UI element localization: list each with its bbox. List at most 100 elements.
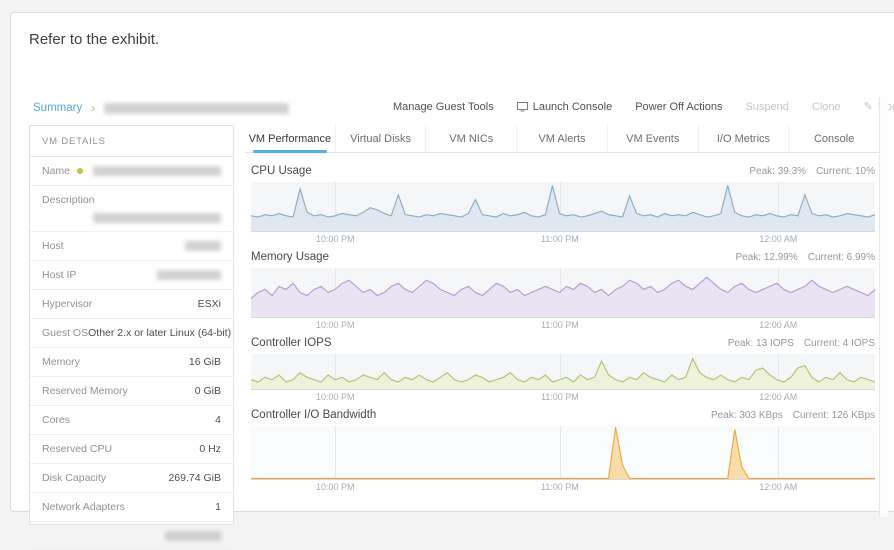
chart-header: Controller IOPS Peak: 13 IOPS Current: 4 I… bbox=[251, 337, 875, 354]
chart-header: Memory Usage Peak: 12.99% Current: 6.99% bbox=[251, 251, 875, 268]
tab-i-o-metrics[interactable]: I/O Metrics bbox=[697, 125, 789, 152]
tab-vm-events[interactable]: VM Events bbox=[606, 125, 698, 152]
toolbar-power-off-actions-button[interactable]: Power Off Actions bbox=[635, 101, 722, 113]
chart-current-value: Current: 4 IOPS bbox=[803, 338, 875, 349]
x-tick-label: 11:00 PM bbox=[540, 392, 579, 402]
tab-vm-nics[interactable]: VM NICs bbox=[425, 125, 516, 152]
chart-header: Controller I/O Bandwidth Peak: 303 KBps Cu… bbox=[251, 409, 875, 426]
chart-gridline bbox=[335, 354, 337, 389]
vm-detail-label: Memory bbox=[42, 356, 80, 368]
chart-gridline bbox=[335, 182, 337, 231]
chart-x-axis: 10:00 PM 11:00 PM 12:00 AM bbox=[251, 233, 875, 245]
vm-detail-label: Description bbox=[42, 194, 95, 206]
vm-detail-label: Reserved Memory bbox=[42, 385, 128, 397]
vm-detail-value-redacted bbox=[157, 270, 221, 280]
vm-detail-row-description: Description bbox=[30, 186, 233, 232]
vm-detail-label: Host bbox=[42, 240, 64, 252]
vm-detail-label: Guest OS bbox=[42, 327, 89, 339]
main-content: VM Performance Virtual Disks VM NICs VM Ale… bbox=[245, 125, 879, 525]
x-tick-label: 10:00 PM bbox=[315, 482, 355, 492]
vm-detail-label: Reserved CPU bbox=[42, 443, 113, 455]
vm-details-panel: VM DETAILS Name Description Host Host IP Hyp… bbox=[29, 125, 234, 550]
chart-stats: Peak: 39.3% Current: 10% bbox=[749, 166, 875, 177]
toolbar-item-label: Manage Guest Tools bbox=[393, 101, 494, 113]
toolbar-clone-button[interactable]: Clone bbox=[812, 101, 841, 113]
vm-details-title: VM DETAILS bbox=[30, 126, 233, 157]
vm-name-redacted bbox=[104, 102, 290, 114]
x-tick-label: 11:00 PM bbox=[540, 234, 579, 244]
chart-gridline bbox=[778, 182, 780, 231]
x-tick-label: 11:00 PM bbox=[540, 320, 579, 330]
chart-x-axis: 10:00 PM 11:00 PM 12:00 AM bbox=[251, 391, 875, 403]
chart-series-svg bbox=[251, 268, 875, 317]
performance-charts: CPU Usage Peak: 39.3% Current: 10% 10:00 PM… bbox=[245, 153, 879, 493]
chart-stats: Peak: 12.99% Current: 6.99% bbox=[735, 252, 875, 263]
toolbar-suspend-button[interactable]: Suspend bbox=[745, 101, 788, 113]
chart-memory-usage: Memory Usage Peak: 12.99% Current: 6.99% 10… bbox=[251, 251, 875, 331]
chart-peak-value: Peak: 13 IOPS bbox=[727, 338, 794, 349]
toolbar-item-label: Suspend bbox=[745, 101, 789, 113]
chart-gridline bbox=[559, 182, 561, 231]
x-tick-label: 12:00 AM bbox=[759, 482, 798, 492]
chart-plot-area bbox=[251, 268, 875, 318]
vm-detail-row-network-adapters: Network Adapters 1 bbox=[30, 493, 233, 522]
x-tick-label: 10:00 PM bbox=[315, 320, 355, 330]
chart-current-value: Current: 6.99% bbox=[807, 252, 875, 263]
chart-series-svg bbox=[251, 354, 875, 389]
vm-detail-row-host: Host bbox=[30, 232, 233, 261]
vm-detail-value-redacted bbox=[93, 213, 221, 223]
x-tick-label: 12:00 AM bbox=[759, 392, 798, 402]
vm-detail-label: Host IP bbox=[42, 269, 77, 281]
x-tick-label: 12:00 AM bbox=[759, 320, 798, 330]
vm-detail-label: Network Adapters bbox=[42, 501, 125, 513]
chart-stats: Peak: 303 KBps Current: 126 KBps bbox=[711, 410, 875, 421]
vm-detail-row-hypervisor: Hypervisor ESXi bbox=[30, 290, 233, 319]
chart-peak-value: Peak: 303 KBps bbox=[711, 410, 783, 421]
tab-virtual-disks[interactable]: Virtual Disks bbox=[334, 125, 426, 152]
chart-peak-value: Peak: 39.3% bbox=[749, 166, 807, 177]
vm-details-rows: Name Description Host Host IP Hypervisor ESXi… bbox=[30, 157, 233, 550]
toolbar-item-label: Clone bbox=[811, 101, 841, 113]
toolbar-manage-guest-tools-button[interactable]: Manage Guest Tools bbox=[393, 101, 494, 113]
chart-stats: Peak: 13 IOPS Current: 4 IOPS bbox=[728, 338, 875, 349]
x-tick-label: 12:00 AM bbox=[759, 234, 798, 244]
toolbar-item-label: Launch Console bbox=[532, 101, 613, 113]
toolbar-launch-console-button[interactable]: Launch Console bbox=[516, 101, 613, 113]
tab-vm-performance[interactable]: VM Performance bbox=[245, 125, 335, 153]
vm-detail-value: 0 GiB bbox=[194, 385, 221, 397]
vm-detail-value: 1 bbox=[215, 501, 221, 513]
vm-detail-value: Other 2.x or later Linux (64-bit) bbox=[88, 327, 232, 339]
vm-detail-row-reserved-memory: Reserved Memory 0 GiB bbox=[30, 377, 233, 406]
chart-series-svg bbox=[251, 182, 875, 231]
chart-current-value: Current: 126 KBps bbox=[792, 410, 875, 421]
chart-title: Memory Usage bbox=[251, 251, 329, 263]
chart-plot-area bbox=[251, 354, 875, 390]
power-status-dot bbox=[77, 168, 84, 174]
chart-title: CPU Usage bbox=[251, 165, 312, 177]
vm-detail-row-reserved-cpu: Reserved CPU 0 Hz bbox=[30, 435, 233, 464]
tab-console[interactable]: Console bbox=[788, 125, 879, 152]
tab-vm-alerts[interactable]: VM Alerts bbox=[516, 125, 607, 152]
chart-title: Controller IOPS bbox=[251, 337, 332, 349]
chart-controller-iops: Controller IOPS Peak: 13 IOPS Current: 4 I… bbox=[251, 337, 875, 403]
vm-detail-row-cores: Cores 4 bbox=[30, 406, 233, 435]
vm-detail-value: ESXi bbox=[197, 298, 221, 310]
chart-current-value: Current: 10% bbox=[816, 166, 875, 177]
breadcrumb-summary-link[interactable]: Summary bbox=[33, 102, 83, 114]
vm-detail-row-memory: Memory 16 GiB bbox=[30, 348, 233, 377]
x-tick-label: 10:00 PM bbox=[315, 392, 355, 402]
chart-series-svg bbox=[251, 426, 875, 479]
chart-plot-area bbox=[251, 426, 875, 480]
vm-detail-row-item bbox=[30, 522, 233, 550]
vm-detail-label: Name bbox=[42, 165, 84, 177]
vertical-scrollbar[interactable] bbox=[879, 97, 888, 517]
vm-detail-value: 16 GiB bbox=[188, 356, 221, 368]
chart-cpu-usage: CPU Usage Peak: 39.3% Current: 10% 10:00 PM… bbox=[251, 165, 875, 245]
vm-detail-label: Disk Capacity bbox=[42, 472, 107, 484]
toolbar-item-label: Power Off Actions bbox=[635, 101, 723, 113]
vm-detail-row-guest-os: Guest OS Other 2.x or later Linux (64-bit… bbox=[30, 319, 233, 348]
vm-detail-value-redacted bbox=[185, 241, 221, 251]
vm-detail-row-disk-capacity: Disk Capacity 269.74 GiB bbox=[30, 464, 233, 493]
chart-gridline bbox=[778, 354, 780, 389]
vm-detail-label: Cores bbox=[42, 414, 71, 426]
